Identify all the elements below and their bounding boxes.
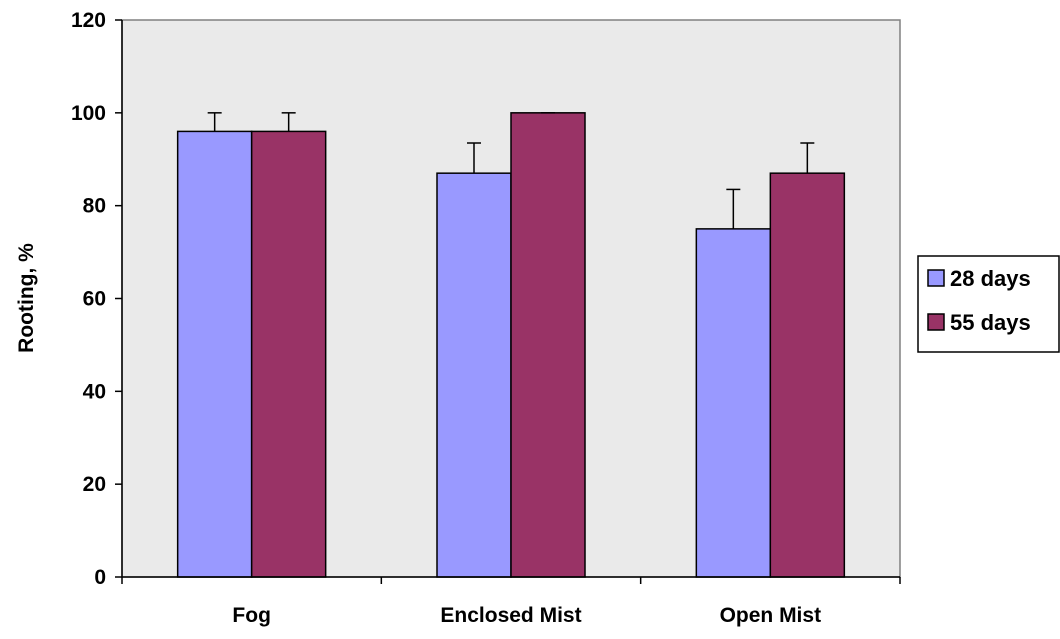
y-tick-label: 80 (83, 195, 106, 218)
bars (176, 112, 846, 578)
y-tick-label: 20 (83, 473, 106, 496)
legend-label: 28 days (950, 266, 1031, 291)
x-category-label: Open Mist (720, 604, 822, 627)
y-tick-label: 60 (83, 288, 106, 311)
y-tick-label: 100 (71, 102, 106, 125)
bar (695, 228, 772, 578)
x-axis-ticks: Fog Enclosed Mist Open Mist (121, 576, 901, 627)
bar (176, 130, 253, 578)
legend-swatch (927, 313, 945, 331)
y-tick-label: 0 (94, 566, 106, 589)
legend: 28 days 55 days (917, 255, 1060, 353)
bar (769, 172, 846, 578)
y-tick-label: 40 (83, 380, 106, 403)
y-axis-ticks: 0 20 40 60 80 100 120 (71, 9, 123, 589)
error-bars (207, 112, 815, 229)
bar (436, 172, 512, 578)
x-category-label: Fog (232, 604, 270, 627)
y-axis-title: Rooting, % (15, 243, 38, 353)
x-category-label: Enclosed Mist (440, 604, 581, 627)
y-tick-label: 120 (71, 9, 106, 32)
bar (510, 112, 586, 578)
legend-label: 55 days (950, 310, 1031, 335)
legend-swatch (927, 269, 945, 287)
bar (250, 130, 327, 578)
